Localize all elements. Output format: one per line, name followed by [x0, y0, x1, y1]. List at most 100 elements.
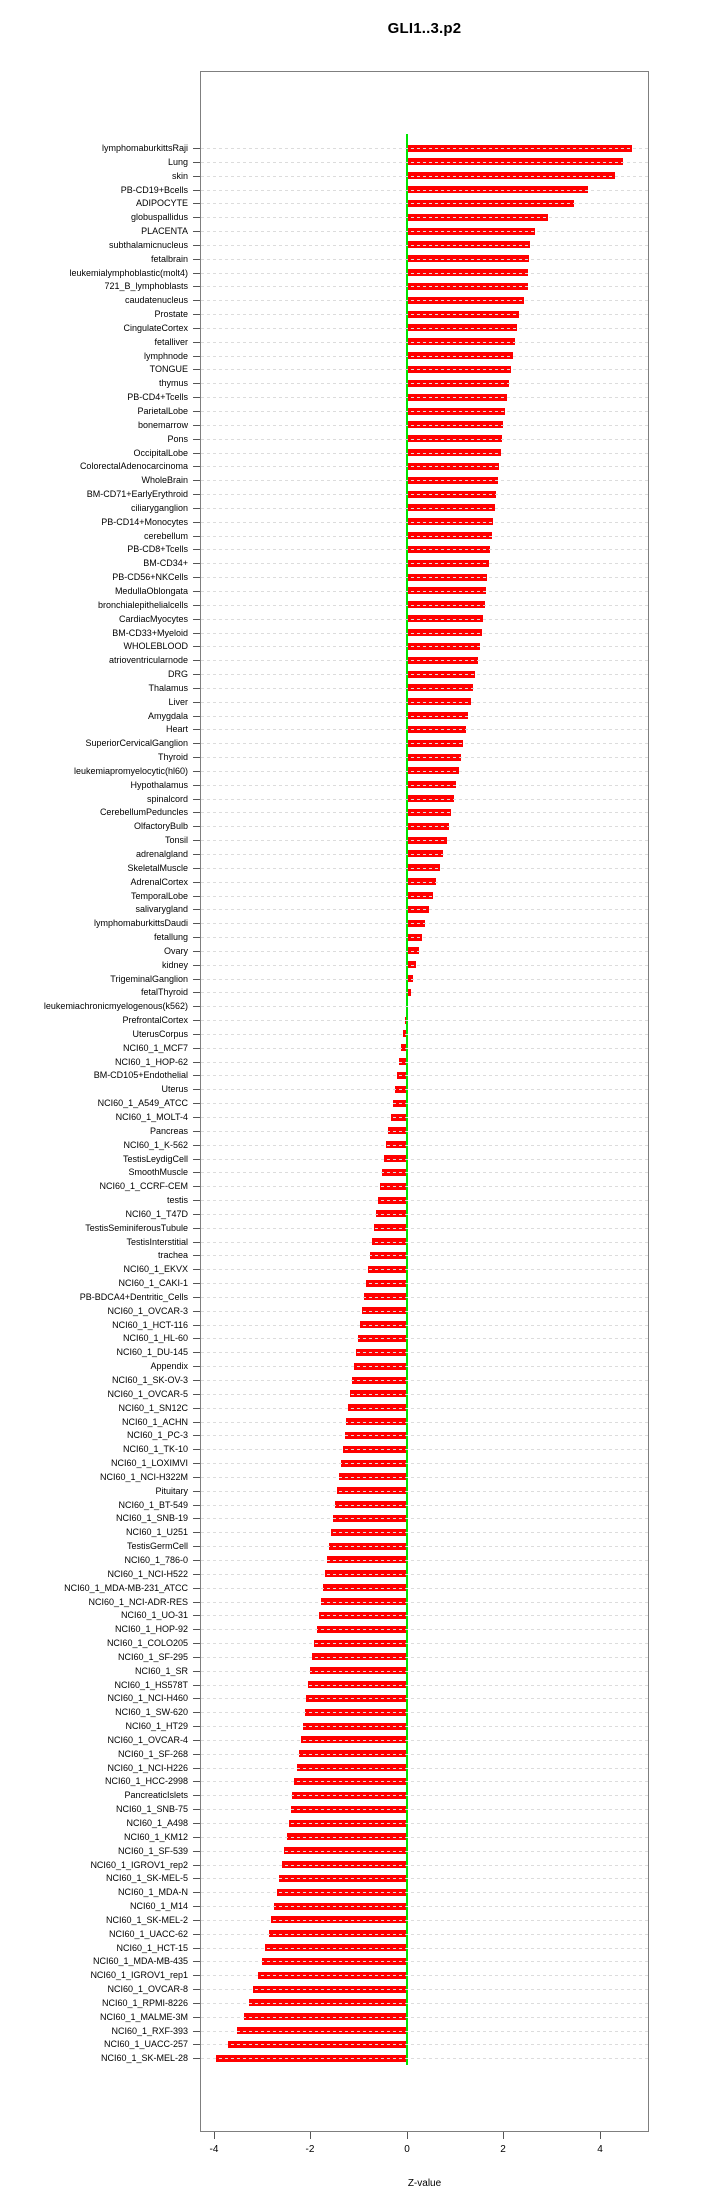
y-axis-tick: [193, 411, 200, 412]
grid-line: [201, 1020, 648, 1021]
grid-line: [201, 383, 648, 384]
x-axis-tick-label: 0: [404, 2144, 410, 2155]
category-label: TemporalLobe: [130, 890, 188, 901]
y-axis-tick: [193, 1159, 200, 1160]
bar: [243, 2013, 407, 2020]
y-axis-tick: [193, 716, 200, 717]
bar: [406, 850, 443, 857]
category-label: NCI60_1_MDA-N: [117, 1887, 188, 1898]
bar: [281, 1861, 407, 1868]
grid-line: [201, 1505, 648, 1506]
category-label: 721_B_lymphoblasts: [104, 281, 188, 292]
y-axis-tick: [193, 245, 200, 246]
grid-line: [201, 1518, 648, 1519]
category-label: spinalcord: [146, 793, 188, 804]
y-axis-tick: [193, 1463, 200, 1464]
grid-line: [201, 1338, 648, 1339]
category-label: TestisSeminiferousTubule: [85, 1222, 188, 1233]
category-label: DRG: [168, 669, 188, 680]
grid-line: [201, 1809, 648, 1810]
bar: [371, 1238, 407, 1245]
category-label: lymphomaburkittsRaji: [101, 143, 188, 153]
grid-line: [201, 812, 648, 813]
y-axis-tick: [193, 1643, 200, 1644]
bar: [321, 1598, 407, 1605]
y-axis-tick: [193, 674, 200, 675]
bar: [406, 684, 473, 691]
category-label: NCI60_1_786-0: [124, 1554, 188, 1565]
bar: [248, 1999, 407, 2006]
bar: [406, 975, 413, 982]
bar: [310, 1667, 407, 1674]
grid-line: [201, 2044, 648, 2045]
grid-line: [201, 1754, 648, 1755]
grid-line: [201, 1588, 648, 1589]
category-label: Hypothalamus: [130, 779, 188, 790]
bar: [268, 1930, 407, 1937]
bar: [406, 698, 471, 705]
category-label: ciliaryganglion: [130, 502, 188, 513]
bar: [406, 518, 493, 525]
y-axis-tick: [193, 854, 200, 855]
y-axis-tick: [193, 439, 200, 440]
grid-line: [201, 259, 648, 260]
y-axis-tick: [193, 1006, 200, 1007]
category-label: NCI60_1_MDA-MB-435: [92, 1956, 188, 1967]
grid-line: [201, 992, 648, 993]
grid-line: [201, 605, 648, 606]
bar: [375, 1210, 407, 1217]
category-label: lymphomaburkittsDaudi: [93, 918, 188, 929]
category-label: PLACENTA: [141, 226, 188, 237]
grid-line: [201, 702, 648, 703]
grid-line: [201, 1062, 648, 1063]
grid-line: [201, 1449, 648, 1450]
grid-line: [201, 2017, 648, 2018]
y-axis-tick: [193, 840, 200, 841]
category-label: NCI60_1_SK-MEL-5: [105, 1873, 188, 1884]
y-axis-tick: [193, 1172, 200, 1173]
bar: [406, 587, 486, 594]
grid-line: [201, 729, 648, 730]
grid-line: [201, 743, 648, 744]
grid-line: [201, 217, 648, 218]
category-label: NCI60_1_HCT-116: [112, 1319, 188, 1330]
grid-line: [201, 1131, 648, 1132]
category-label: Pituitary: [155, 1485, 188, 1496]
y-axis-tick: [193, 812, 200, 813]
grid-line: [201, 785, 648, 786]
bar: [406, 712, 468, 719]
y-axis-tick: [193, 909, 200, 910]
grid-line: [201, 1380, 648, 1381]
grid-line: [201, 536, 648, 537]
bar: [406, 435, 502, 442]
category-label: NCI60_1_NCI-H522: [107, 1568, 188, 1579]
grid-line: [201, 1906, 648, 1907]
bar: [406, 255, 529, 262]
category-label: BM-CD34+: [143, 558, 188, 569]
y-axis-tick: [193, 896, 200, 897]
bar: [296, 1764, 407, 1771]
y-axis-tick: [193, 328, 200, 329]
bar: [300, 1736, 407, 1743]
grid-line: [201, 1422, 648, 1423]
bar: [406, 421, 503, 428]
category-label: PancreaticIslets: [124, 1790, 188, 1801]
category-label: NCI60_1_HT29: [125, 1721, 188, 1732]
category-label: NCI60_1_SNB-75: [115, 1804, 188, 1815]
category-label: TrigeminalGanglion: [110, 973, 188, 984]
grid-line: [201, 286, 648, 287]
grid-line: [201, 1560, 648, 1561]
y-axis-tick: [193, 1948, 200, 1949]
y-axis-tick: [193, 1629, 200, 1630]
bar: [298, 1750, 407, 1757]
grid-line: [201, 1491, 648, 1492]
bar: [361, 1307, 407, 1314]
category-label: fetallung: [153, 932, 188, 943]
bar: [406, 878, 436, 885]
category-label: OccipitalLobe: [133, 447, 188, 458]
grid-line: [201, 1408, 648, 1409]
y-axis-tick: [193, 466, 200, 467]
grid-line: [201, 1740, 648, 1741]
grid-line: [201, 771, 648, 772]
category-label: Liver: [168, 696, 188, 707]
